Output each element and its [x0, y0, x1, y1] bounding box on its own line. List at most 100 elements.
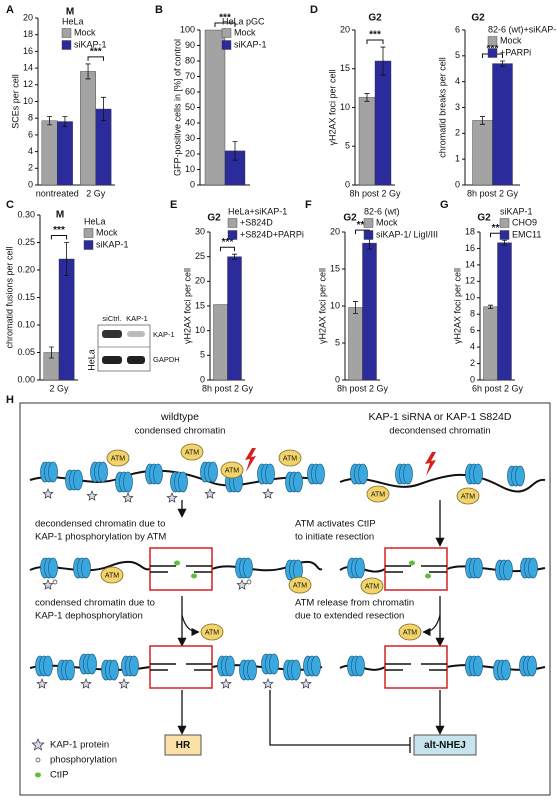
bar	[483, 306, 498, 381]
bar	[41, 120, 58, 186]
nucleosome	[153, 463, 163, 485]
y-tick-label: 10	[23, 96, 33, 106]
legend-swatch	[227, 218, 238, 228]
dna	[211, 560, 323, 572]
dna-end	[385, 565, 447, 573]
bar	[57, 121, 73, 186]
legend-label: Mock	[376, 217, 398, 227]
legend-swatch	[221, 40, 232, 50]
atm-protein	[100, 566, 124, 584]
outcome-label: HR	[176, 740, 191, 751]
atm-protein	[360, 577, 384, 595]
phosphorylation	[52, 579, 58, 585]
nucleosome	[129, 655, 139, 677]
y-tick-label: 5	[200, 350, 205, 360]
legend-label: siKAP-1	[96, 239, 129, 249]
atm-protein	[220, 461, 244, 479]
legend-title: HeLa pGC	[222, 16, 265, 26]
bar	[472, 120, 493, 186]
y-tick-label: 10	[465, 292, 475, 302]
chart-title: G2	[368, 13, 382, 24]
significance-label: ***	[222, 237, 234, 248]
legend-swatch	[83, 240, 94, 250]
chart-title: G2	[207, 213, 221, 224]
y-tick-label: 6	[470, 325, 475, 335]
y-tick-label: 30	[195, 226, 205, 236]
y-tick-label: 20	[330, 226, 340, 236]
panel-label: B	[155, 4, 163, 16]
legend-title: siKAP-1	[500, 206, 533, 216]
y-axis-label: γH2AX foci per cell	[452, 268, 462, 344]
legend-swatch	[227, 230, 238, 240]
legend-label: siKAP-1	[234, 39, 267, 49]
nucleosome	[291, 659, 301, 681]
blot-cell-line: HeLa	[86, 349, 96, 371]
error-bar	[364, 93, 370, 102]
atm-protein	[456, 487, 480, 505]
legend-label: Mock	[234, 27, 256, 37]
legend-swatch	[363, 218, 374, 228]
y-tick-label: 15	[330, 263, 340, 273]
y-axis-label: GFP-positive cells in [%] of control	[172, 39, 182, 176]
dna-damage	[245, 448, 256, 472]
y-tick-label: 8	[470, 309, 475, 319]
nucleosome	[247, 659, 257, 681]
break-site	[384, 645, 448, 689]
nucleosome	[527, 655, 537, 677]
y-tick-label: 20	[340, 24, 350, 34]
significance-label: ***	[53, 225, 65, 236]
chart-title: G2	[477, 213, 491, 224]
y-tick-label: 100	[180, 24, 195, 34]
y-tick-label: 12	[23, 79, 33, 89]
outcome-box	[413, 734, 477, 756]
y-tick-label: 16	[23, 46, 33, 56]
y-tick-label: 90	[185, 40, 195, 50]
legend-title: 82-6 (wt)	[364, 206, 400, 216]
y-tick-label: 14	[465, 259, 475, 269]
significance-bracket	[50, 235, 68, 240]
column-subtitle: decondensed chromatin	[389, 426, 490, 437]
nucleosome	[178, 471, 188, 493]
atm-label: ATM	[225, 467, 239, 474]
legend-title: HeLa	[62, 16, 84, 26]
error-bar	[232, 141, 238, 161]
step-text: decondensed chromatin due to	[35, 519, 165, 530]
ctip	[425, 573, 431, 579]
bar	[58, 258, 75, 381]
y-tick-label: 16	[465, 243, 475, 253]
ctip	[191, 573, 197, 579]
nucleosome	[123, 471, 133, 493]
y-tick-label: 20	[195, 276, 205, 286]
nucleosome	[315, 463, 325, 485]
step-text: due to extended resection	[295, 611, 404, 622]
legend-title: HeLa+siKAP-1	[228, 206, 287, 216]
error-bar	[48, 346, 54, 359]
nucleosome	[528, 557, 538, 579]
legend-label: Mock	[96, 227, 118, 237]
y-tick-label: 4	[470, 341, 475, 351]
legend-label: Mock	[500, 35, 522, 45]
significance-label: ***	[492, 223, 504, 234]
y-tick-label: 40	[185, 117, 195, 127]
nucleosome	[48, 461, 58, 483]
outcome-label: alt-NHEJ	[424, 740, 466, 751]
kap1-protein	[118, 678, 130, 689]
blot-row: GAPDH	[153, 355, 180, 364]
legend-swatch	[499, 230, 510, 240]
significance-bracket	[366, 39, 384, 45]
atm-label: ATM	[461, 493, 475, 500]
column-subtitle: condensed chromatin	[135, 426, 226, 437]
panel-label: F	[305, 199, 312, 211]
legend-label: siKAP-1/ LigI/III	[376, 229, 438, 239]
y-tick-label: 10	[330, 300, 340, 310]
y-tick-label: 4	[28, 146, 33, 156]
legend-label: KAP-1 protein	[50, 740, 109, 751]
y-tick-label: 15	[195, 300, 205, 310]
dna-end	[150, 565, 212, 573]
kap1-protein	[236, 579, 248, 590]
atm-protein	[180, 443, 204, 461]
break-site	[149, 645, 213, 689]
bar	[348, 307, 363, 381]
y-tick-label: 70	[185, 71, 195, 81]
